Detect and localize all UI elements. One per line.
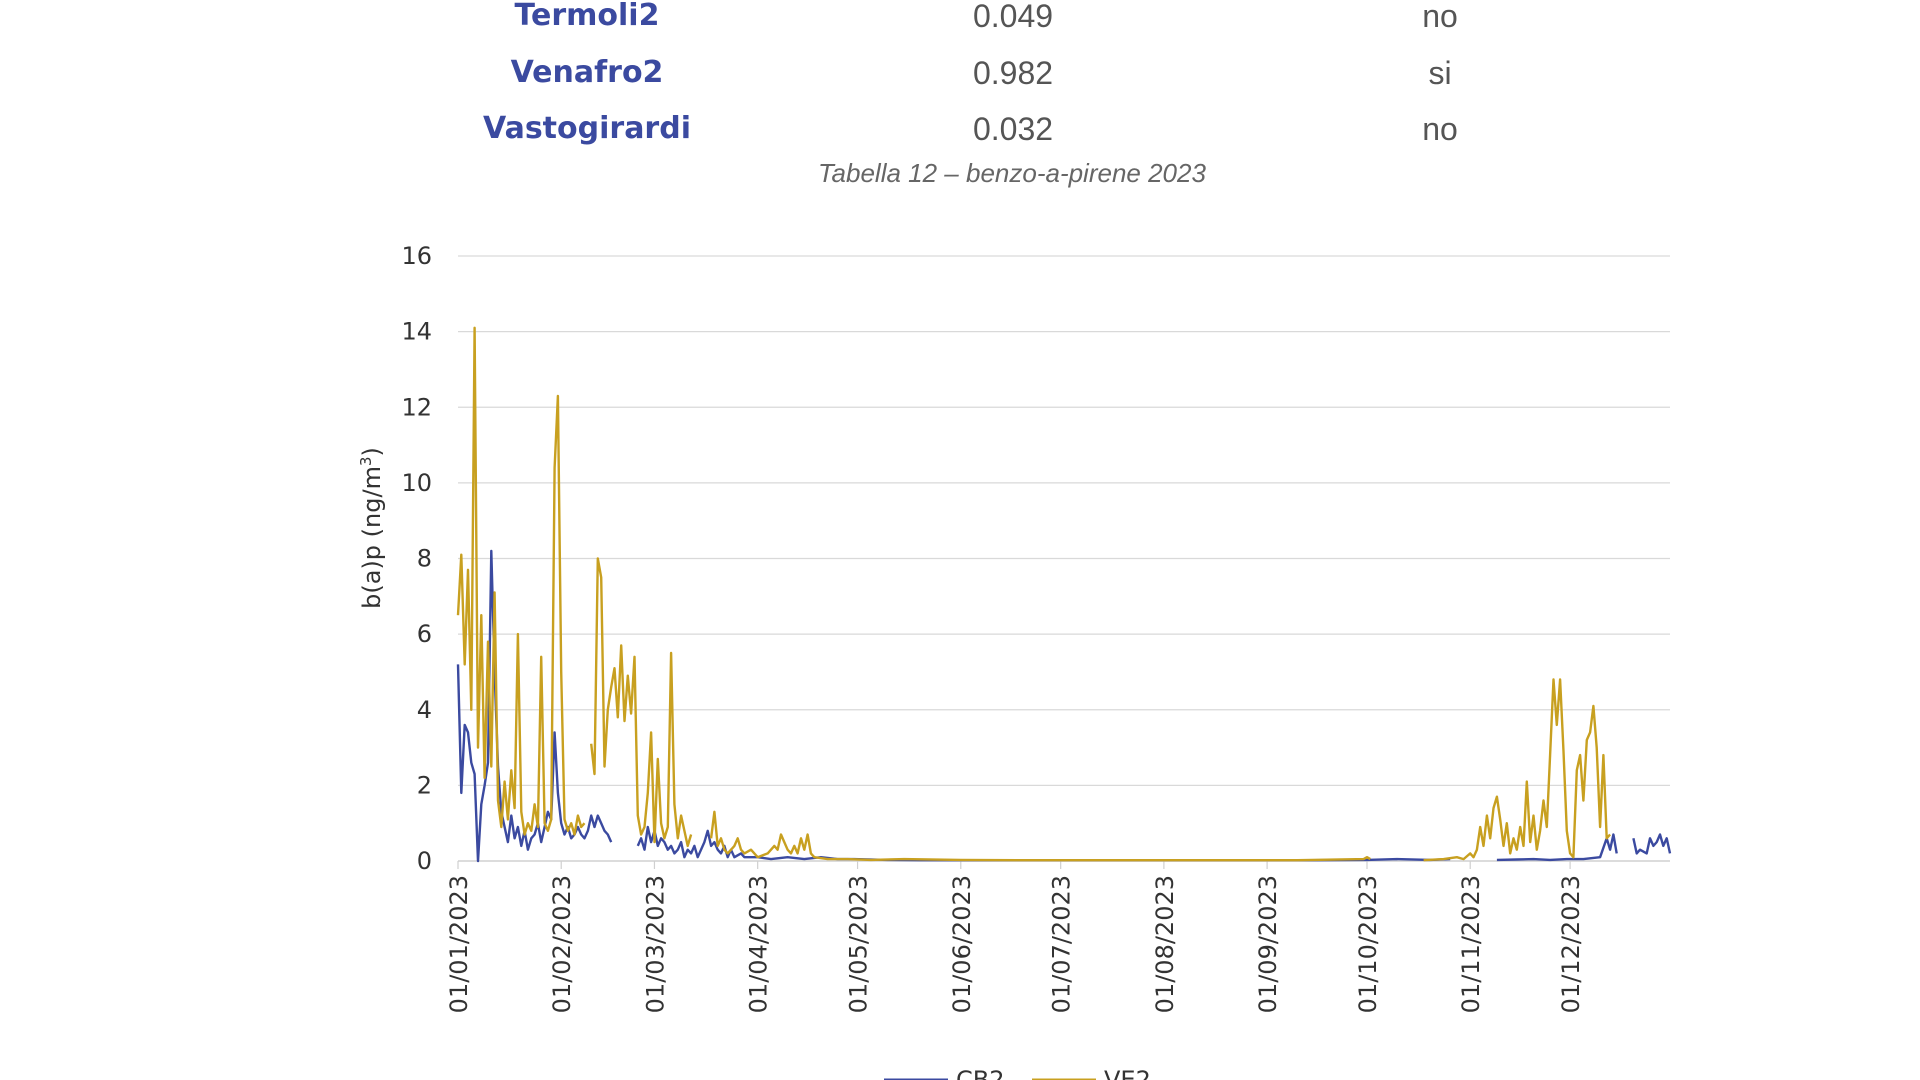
y-tick-label: 14 xyxy=(401,318,432,346)
y-tick-label: 2 xyxy=(417,771,432,799)
y-axis-ticks: 0 2 4 6 8 10 12 14 16 xyxy=(401,242,432,875)
series-line-ve2 xyxy=(456,326,1611,862)
table-caption: Tabella 12 – benzo-a-pirene 2023 xyxy=(818,158,1206,188)
station-name: Vastogirardi xyxy=(483,111,691,146)
gridlines xyxy=(458,255,1670,786)
y-tick-label: 16 xyxy=(401,242,432,270)
y-tick-label: 12 xyxy=(401,393,432,421)
x-tick-label: 01/12/2023 xyxy=(1557,875,1585,1013)
station-value: 0.982 xyxy=(972,55,1054,91)
x-tick-label: 01/03/2023 xyxy=(641,875,669,1013)
x-tick-label: 01/10/2023 xyxy=(1354,875,1382,1013)
x-tick-label: 01/06/2023 xyxy=(948,875,976,1013)
table-row: Termoli2 0.049 no xyxy=(0,0,1920,46)
x-tick-label: 01/05/2023 xyxy=(845,875,873,1013)
x-tick-label: 01/09/2023 xyxy=(1254,875,1282,1013)
y-axis-label: b(a)p (ng/m3) xyxy=(357,447,386,609)
x-tick-label: 01/08/2023 xyxy=(1151,875,1179,1013)
y-tick-label: 10 xyxy=(401,469,432,497)
x-tick-label: 01/02/2023 xyxy=(548,875,576,1013)
legend: CB2 VE2 xyxy=(884,1066,1151,1080)
station-exceeded: no xyxy=(1422,0,1458,34)
x-tick-label: 01/01/2023 xyxy=(445,875,473,1013)
x-tick-label: 01/07/2023 xyxy=(1048,875,1076,1013)
station-value: 0.032 xyxy=(972,111,1054,147)
y-tick-label: 0 xyxy=(417,847,432,875)
station-value: 0.049 xyxy=(972,0,1054,34)
y-tick-label: 6 xyxy=(417,620,432,648)
legend-label: CB2 xyxy=(956,1066,1005,1080)
station-exceeded: no xyxy=(1422,111,1458,147)
station-exceeded: si xyxy=(1428,55,1452,91)
table-row: Venafro2 0.982 si xyxy=(0,53,1920,103)
x-tick-label: 01/04/2023 xyxy=(745,875,773,1013)
station-name: Termoli2 xyxy=(514,0,660,33)
legend-label: VE2 xyxy=(1104,1066,1151,1080)
table-row: Vastogirardi 0.032 no xyxy=(0,109,1920,159)
y-tick-label: 4 xyxy=(417,696,432,724)
series-lines xyxy=(456,326,1672,863)
x-tick-label: 01/11/2023 xyxy=(1457,875,1485,1013)
y-tick-label: 8 xyxy=(417,545,432,573)
x-axis-ticks: 01/01/2023 01/02/2023 01/03/2023 01/04/2023… xyxy=(445,861,1585,1013)
series-line-cb2 xyxy=(456,549,1672,863)
station-name: Venafro2 xyxy=(510,55,664,90)
